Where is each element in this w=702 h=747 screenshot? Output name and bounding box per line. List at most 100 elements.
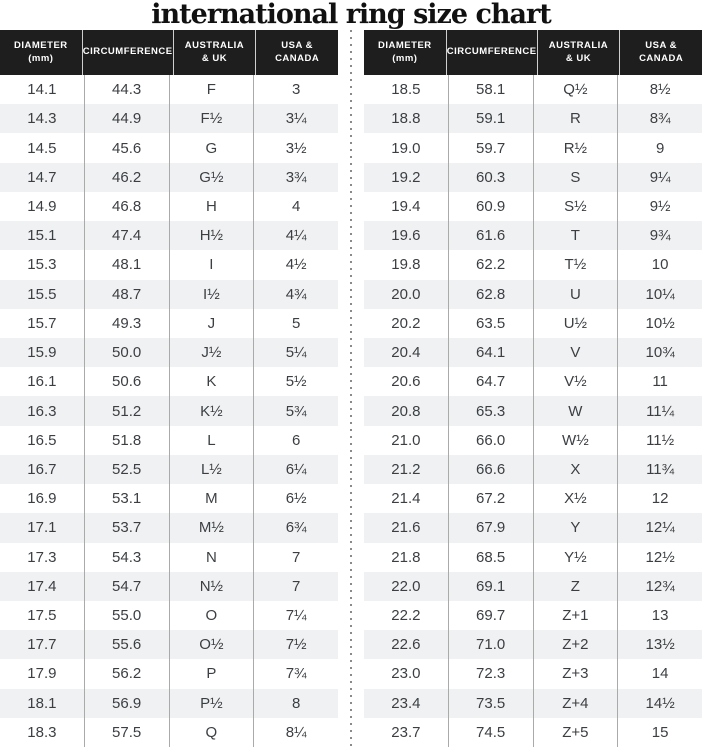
table-row: 22.0 69.1 Z 12¾: [364, 571, 702, 601]
table-cell: 5: [253, 308, 338, 338]
table-cell: 21.8: [391, 548, 421, 566]
table-cell: 46.2: [83, 162, 169, 192]
table-cell: 17.3: [27, 548, 57, 566]
table-cell: 61.6: [447, 221, 533, 251]
table-cell: 6¼: [253, 454, 338, 485]
table-row: 18.1 56.9 P½ 8: [0, 688, 338, 718]
table-cell: K: [168, 367, 254, 397]
dotted-divider: [338, 30, 364, 747]
table-cell: 14.7: [27, 168, 57, 186]
table-cell: W½: [532, 425, 618, 455]
table-cell: 18.8: [391, 110, 421, 128]
table-cell: W: [532, 396, 618, 426]
table-cell: X: [532, 454, 618, 485]
table-cell: 8¼: [253, 717, 338, 747]
table-row: 17.3 54.3 N 7: [0, 542, 338, 572]
ring-size-table-right: DIAMETER (mm) CIRCUMFERENCE AUSTRALIA & UK US…: [364, 30, 702, 747]
table-row: 22.2 69.7 Z+1 13: [364, 600, 702, 631]
table-cell: I: [168, 250, 254, 280]
column-header: CIRCUMFERENCE: [81, 30, 173, 75]
table-header: DIAMETER (mm) CIRCUMFERENCE AUSTRALIA & UK US…: [0, 30, 338, 75]
table-cell: 21.6: [391, 519, 421, 537]
table-cell: 56.9: [83, 688, 169, 718]
table-cell: 22.2: [391, 607, 421, 625]
table-cell: 11: [617, 367, 702, 397]
table-row: 21.6 67.9 Y 12¼: [364, 513, 702, 543]
table-cell: P: [168, 659, 254, 689]
table-cell: 7½: [253, 630, 338, 660]
table-cell: R: [532, 104, 618, 134]
table-cell: 12¾: [617, 571, 702, 601]
table-row: 14.7 46.2 G½ 3¾: [0, 162, 338, 192]
table-cell: 53.1: [83, 484, 169, 514]
table-body: 14.1 44.3 F 3 14.3 44.9 F½ 3¼ 14.5 45.6 G 3½ 14.7 46.…: [0, 75, 338, 747]
table-cell: 54.7: [83, 571, 169, 601]
table-row: 17.7 55.6 O½ 7½: [0, 630, 338, 660]
table-cell: 6: [253, 425, 338, 455]
table-cell: 8½: [617, 75, 702, 105]
table-cell: 14.3: [27, 110, 57, 128]
table-cell: Z: [532, 571, 618, 601]
table-cell: 74.5: [447, 717, 533, 747]
table-row: 20.0 62.8 U 10¼: [364, 279, 702, 309]
table-cell: 69.7: [447, 600, 533, 631]
table-row: 20.6 64.7 V½ 11: [364, 367, 702, 397]
table-row: 16.5 51.8 L 6: [0, 425, 338, 455]
column-header: AUSTRALIA & UK: [536, 30, 620, 75]
table-cell: I½: [168, 279, 254, 309]
table-cell: 69.1: [447, 571, 533, 601]
table-cell: 73.5: [447, 688, 533, 718]
table-cell: 6¾: [253, 513, 338, 543]
table-cell: 44.9: [83, 104, 169, 134]
table-cell: 18.3: [27, 723, 57, 741]
table-cell: 9: [617, 133, 702, 163]
column-header: DIAMETER (mm): [378, 39, 432, 64]
table-row: 21.0 66.0 W½ 11½: [364, 425, 702, 455]
table-cell: 19.6: [391, 227, 421, 245]
table-cell: P½: [168, 688, 254, 718]
table-cell: 3½: [253, 133, 338, 163]
table-cell: 71.0: [447, 630, 533, 660]
table-row: 17.4 54.7 N½ 7: [0, 571, 338, 601]
table-cell: J: [168, 308, 254, 338]
table-cell: Z+3: [532, 659, 618, 689]
table-cell: 22.0: [391, 577, 421, 595]
table-cell: 60.3: [447, 162, 533, 192]
table-cell: 72.3: [447, 659, 533, 689]
table-row: 15.5 48.7 I½ 4¾: [0, 279, 338, 309]
table-cell: Z+1: [532, 600, 618, 631]
table-row: 16.9 53.1 M 6½: [0, 484, 338, 514]
table-cell: 16.5: [27, 431, 57, 449]
table-cell: 3¼: [253, 104, 338, 134]
table-cell: 9½: [617, 191, 702, 222]
table-cell: 5½: [253, 367, 338, 397]
table-cell: 20.4: [391, 344, 421, 362]
table-cell: 7¾: [253, 659, 338, 689]
table-cell: H½: [168, 221, 254, 251]
table-row: 23.7 74.5 Z+5 15: [364, 717, 702, 747]
table-cell: 18.1: [27, 694, 57, 712]
table-row: 15.3 48.1 I 4½: [0, 250, 338, 280]
table-cell: 9¾: [617, 221, 702, 251]
table-cell: 4¼: [253, 221, 338, 251]
table-cell: 7: [253, 542, 338, 572]
table-cell: 19.8: [391, 256, 421, 274]
table-cell: 51.8: [83, 425, 169, 455]
table-cell: 16.3: [27, 402, 57, 420]
table-cell: 66.6: [447, 454, 533, 485]
table-cell: 67.9: [447, 513, 533, 543]
table-cell: G½: [168, 162, 254, 192]
table-cell: 67.2: [447, 484, 533, 514]
table-row: 19.8 62.2 T½ 10: [364, 250, 702, 280]
table-cell: 47.4: [83, 221, 169, 251]
table-cell: 17.5: [27, 607, 57, 625]
table-cell: 10¾: [617, 337, 702, 368]
table-cell: X½: [532, 484, 618, 514]
table-cell: 3: [253, 75, 338, 105]
column-header: DIAMETER (mm): [14, 39, 68, 64]
table-cell: 20.6: [391, 373, 421, 391]
table-cell: 5¼: [253, 337, 338, 368]
table-row: 15.1 47.4 H½ 4¼: [0, 221, 338, 251]
table-cell: 53.7: [83, 513, 169, 543]
table-row: 20.2 63.5 U½ 10½: [364, 308, 702, 338]
